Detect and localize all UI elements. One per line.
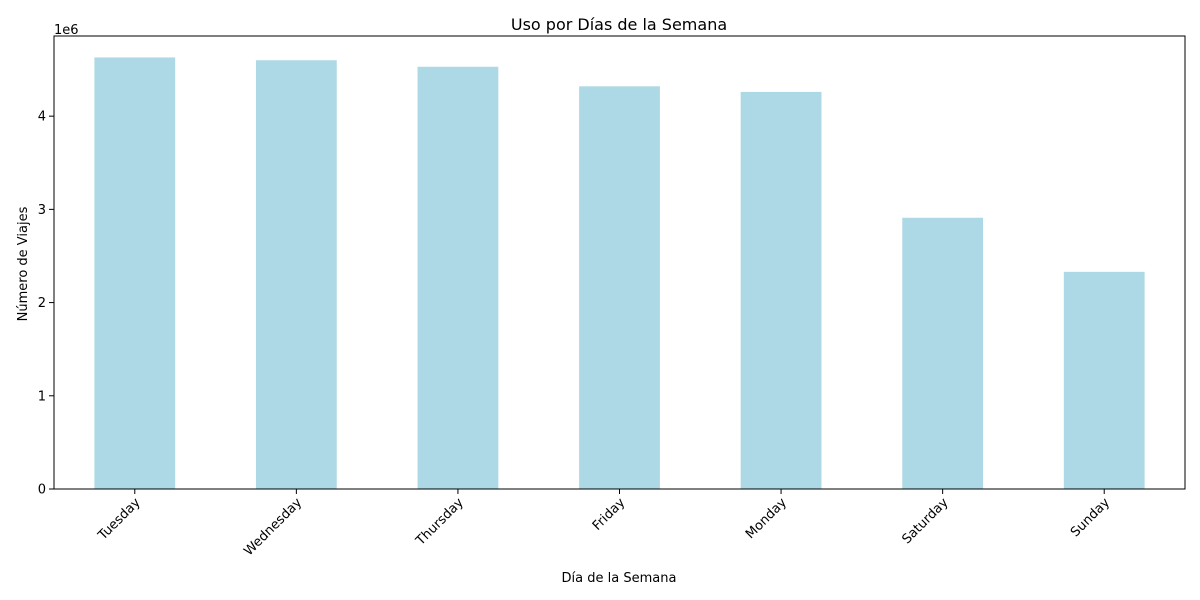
- y-axis-ticks: 0 1 2 3 4: [38, 110, 54, 498]
- plot-frame: [53, 35, 1186, 490]
- y-axis-label: Número de Viajes: [16, 206, 31, 321]
- y-tick-label: 1: [38, 389, 46, 404]
- y-tick-label: 4: [38, 110, 46, 125]
- y-tick-label: 3: [38, 203, 46, 218]
- x-axis-label: Día de la Semana: [562, 571, 677, 586]
- bar-friday: [579, 86, 660, 489]
- y-tick-label: 0: [38, 483, 46, 498]
- bar-wednesday: [255, 60, 337, 490]
- y-tick-label: 2: [38, 296, 46, 311]
- y-scale-label: 1e6: [54, 23, 79, 38]
- x-tick-label: Monday: [743, 495, 790, 542]
- x-tick-label: Tuesday: [95, 495, 144, 544]
- bars-group: [94, 57, 1145, 490]
- x-tick-label: Sunday: [1068, 495, 1113, 540]
- x-tick-label: Thursday: [413, 495, 467, 549]
- bar-monday: [740, 91, 822, 489]
- x-tick-label: Friday: [590, 495, 629, 534]
- bar-sunday: [1063, 271, 1145, 489]
- bar-saturday: [902, 217, 984, 489]
- x-axis-ticks: Tuesday Wednesday Thursday Friday Monday Satu…: [95, 489, 1113, 559]
- x-tick-label: Saturday: [899, 495, 951, 547]
- x-tick-label: Wednesday: [241, 495, 305, 559]
- chart-title: Uso por Días de la Semana: [511, 15, 727, 34]
- bar-thursday: [417, 66, 499, 489]
- bar-tuesday: [94, 57, 176, 490]
